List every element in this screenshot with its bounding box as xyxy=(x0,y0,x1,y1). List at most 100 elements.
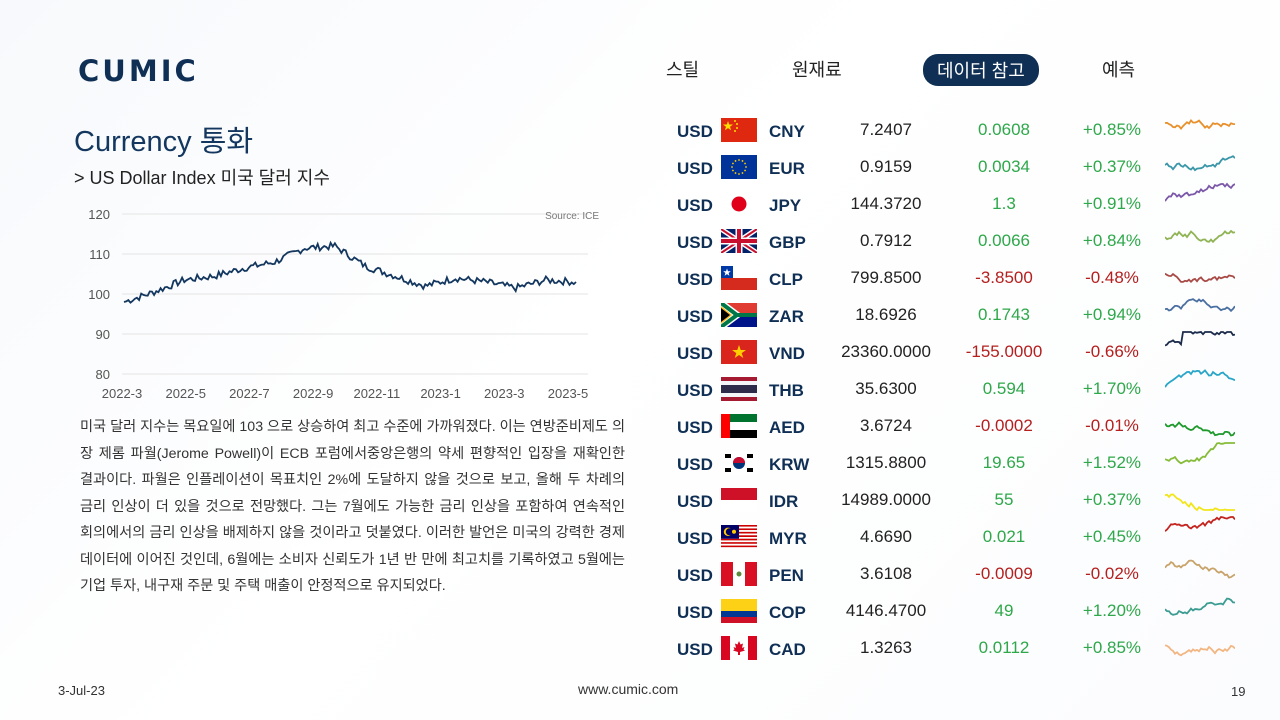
exchange-rate: 14989.0000 xyxy=(841,490,931,509)
x-tick-label: 2022-7 xyxy=(229,386,269,400)
exchange-rate: 1.3263 xyxy=(860,638,912,657)
percent-change: +1.52% xyxy=(1082,453,1142,472)
rate-change: 55 xyxy=(994,490,1014,509)
page-number: 19 xyxy=(1231,684,1246,699)
exchange-rate: 799.8500 xyxy=(850,268,922,287)
sparkline xyxy=(1165,331,1235,347)
y-tick-label: 80 xyxy=(96,367,110,382)
sparkline xyxy=(1165,597,1235,616)
nav-tab-data-reference[interactable]: 데이터 참고 xyxy=(923,54,1039,86)
currency-code: MYR xyxy=(769,529,807,548)
rate-row-cop: USD COP 4146.4700 49 +1.20% xyxy=(0,597,1280,636)
x-tick-label: 2022-9 xyxy=(293,386,333,400)
percent-change: +0.84% xyxy=(1082,231,1142,250)
base-currency: USD xyxy=(677,233,713,252)
base-currency: USD xyxy=(677,381,713,400)
currency-code: PEN xyxy=(769,566,804,585)
chart-source: Source: ICE xyxy=(545,211,599,222)
currency-code: CAD xyxy=(769,640,806,659)
currency-code: KRW xyxy=(769,455,810,474)
brand-logo[interactable]: CUMIC xyxy=(78,54,199,88)
rate-row-krw: USD KRW 1315.8800 19.65 +1.52% xyxy=(0,442,1280,488)
base-currency: USD xyxy=(677,603,713,622)
colombia-flag-icon xyxy=(721,599,757,623)
currency-code: JPY xyxy=(769,196,802,215)
percent-change: -0.02% xyxy=(1085,564,1139,583)
percent-change: +0.91% xyxy=(1082,194,1142,213)
commentary-paragraph: 미국 달러 지수는 목요일에 103 으로 상승하여 최고 수준에 가까워졌다.… xyxy=(80,419,625,594)
nav-tab-raw-materials[interactable]: 원재료 xyxy=(792,60,842,80)
rate-change: 19.65 xyxy=(982,453,1026,472)
uk-flag-icon xyxy=(719,226,759,256)
nav-tab-forecast[interactable]: 예측 xyxy=(1102,60,1136,80)
sparkline xyxy=(1165,421,1235,437)
percent-change: +0.85% xyxy=(1082,120,1142,139)
sparkline xyxy=(1165,298,1235,313)
japan-flag-icon xyxy=(721,192,757,216)
x-tick-label: 2023-1 xyxy=(420,386,460,400)
exchange-rate: 3.6724 xyxy=(860,416,912,435)
x-tick-label: 2023-3 xyxy=(484,386,524,400)
exchange-rate: 7.2407 xyxy=(860,120,912,139)
indonesia-flag-icon xyxy=(721,488,757,512)
y-tick-label: 110 xyxy=(89,247,110,262)
footer-date: 3-Jul-23 xyxy=(58,683,105,698)
sparkline xyxy=(1165,369,1235,388)
base-currency: USD xyxy=(677,122,713,141)
exchange-rate: 18.6926 xyxy=(855,305,917,324)
dollar-index-chart: 120 110 100 90 80 2022-3 2022-5 2022-7 2022-9 202… xyxy=(88,207,599,400)
rate-change: -155.0000 xyxy=(965,342,1043,361)
currency-code: EUR xyxy=(769,159,805,178)
rate-change: 1.3 xyxy=(992,194,1016,213)
page-title: Currency 통화 xyxy=(74,126,254,158)
rate-change: 0.594 xyxy=(982,379,1026,398)
percent-change: +0.94% xyxy=(1082,305,1142,324)
rate-row-gbp: USD GBP 0.7912 0.0066 +0.84% xyxy=(0,226,1280,266)
rate-change: -0.0002 xyxy=(975,416,1033,435)
base-currency: USD xyxy=(677,566,713,585)
sparkline xyxy=(1165,229,1235,244)
y-tick-label: 100 xyxy=(88,287,110,302)
rate-change: 0.0112 xyxy=(978,638,1030,657)
currency-code: VND xyxy=(769,344,805,363)
x-tick-label: 2022-5 xyxy=(165,386,205,400)
currency-code: GBP xyxy=(769,233,806,252)
sparkline xyxy=(1165,118,1235,131)
exchange-rate: 1315.8800 xyxy=(845,453,927,472)
rate-row-jpy: USD JPY 144.3720 1.3 +0.91% xyxy=(0,182,1280,229)
exchange-rate: 23360.0000 xyxy=(841,342,931,361)
sparkline xyxy=(1165,644,1235,657)
currency-code: CNY xyxy=(769,122,805,141)
chile-flag-icon xyxy=(721,266,757,290)
percent-change: +1.70% xyxy=(1082,379,1142,398)
rate-row-cad: USD CAD 1.3263 0.0112 +0.85% xyxy=(0,636,1280,673)
base-currency: USD xyxy=(677,529,713,548)
base-currency: USD xyxy=(677,196,713,215)
exchange-rate: 3.6108 xyxy=(860,564,912,583)
base-currency: USD xyxy=(677,159,713,178)
eu-flag-icon xyxy=(721,155,757,179)
peru-flag-icon xyxy=(721,562,757,586)
vietnam-flag-icon xyxy=(721,340,757,364)
page-subtitle: > US Dollar Index 미국 달러 지수 xyxy=(74,168,330,188)
y-tick-label: 90 xyxy=(96,327,110,342)
exchange-rate: 4.6690 xyxy=(860,527,912,546)
rate-row-cny: USD CNY 7.2407 0.0608 +0.85% xyxy=(0,118,1280,155)
base-currency: USD xyxy=(677,455,713,474)
china-flag-icon xyxy=(721,118,757,142)
percent-change: -0.01% xyxy=(1085,416,1139,435)
rate-row-aed: USD AED 3.6724 -0.0002 -0.01% xyxy=(0,414,1280,451)
rate-change: 0.0608 xyxy=(978,120,1030,139)
currency-code: AED xyxy=(769,418,805,437)
x-tick-label: 2022-11 xyxy=(353,386,400,400)
sparkline xyxy=(1165,493,1235,512)
nav-tab-steel[interactable]: 스틸 xyxy=(666,60,700,80)
uae-flag-icon xyxy=(721,414,757,438)
y-tick-label: 120 xyxy=(88,207,110,222)
footer-url[interactable]: www.cumic.com xyxy=(578,681,679,697)
percent-change: +0.37% xyxy=(1082,490,1142,509)
malaysia-flag-icon xyxy=(721,525,757,549)
exchange-rate: 0.9159 xyxy=(860,157,912,176)
rate-change: 0.1743 xyxy=(978,305,1030,324)
rate-change: 0.0034 xyxy=(978,157,1030,176)
